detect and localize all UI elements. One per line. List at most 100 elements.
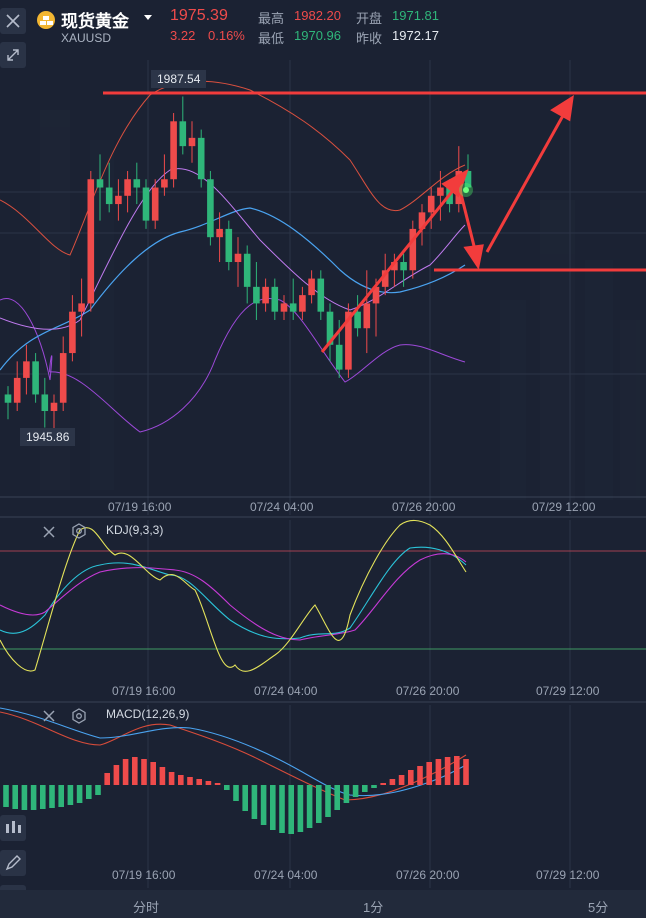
expand-chart-button[interactable] (0, 42, 26, 68)
macd-bar (30, 785, 37, 810)
candle-body (289, 303, 297, 312)
macd-bar (12, 785, 18, 809)
header: 现货黄金 XAUUSD 1975.39 3.22 0.16% 最高 1982.2… (0, 0, 646, 48)
indicator-button[interactable] (0, 815, 26, 841)
time-tick: 07/29 12:00 (536, 684, 600, 698)
low-value: 1970.96 (294, 28, 341, 43)
timeframe-bar (0, 890, 646, 918)
trend-arrows (320, 94, 574, 353)
macd-bar (279, 785, 285, 833)
macd-bar (224, 785, 230, 790)
draw-tool-button[interactable] (0, 850, 26, 876)
macd-bar (104, 773, 110, 785)
candle-body (363, 303, 371, 329)
close-indicator-icon[interactable] (41, 524, 57, 540)
candle-icon (6, 821, 21, 833)
candle-body (179, 121, 187, 147)
boll-lower-line (0, 297, 466, 433)
macd-bar (95, 785, 101, 795)
gold-icon (37, 11, 55, 29)
tab-timeshare[interactable]: 分时 (133, 900, 160, 915)
candle-body (78, 303, 85, 312)
tab-5min[interactable]: 5分 (588, 900, 609, 915)
macd-bar (214, 783, 221, 785)
settings-gear-icon[interactable] (71, 523, 87, 539)
candle-body (317, 278, 325, 312)
open-value: 1971.81 (392, 8, 439, 23)
instrument-name[interactable]: 现货黄金 (61, 12, 129, 31)
kdj-k-line (0, 546, 467, 640)
kdj-grid (147, 520, 571, 700)
high-label: 最高 (258, 11, 285, 26)
main-grid (0, 60, 646, 515)
macd-bar (435, 759, 442, 785)
macd-bar (3, 785, 9, 807)
candle-body (280, 303, 288, 312)
candle-body (308, 278, 315, 296)
candle-body (142, 187, 150, 221)
candle-body (345, 311, 352, 370)
candle-body (253, 286, 260, 304)
price-change-pct: 0.16% (208, 28, 245, 43)
macd-dif-line (0, 711, 467, 801)
kdj-j-line (0, 519, 467, 672)
macd-bar (444, 757, 451, 785)
macd-bar (417, 766, 423, 785)
macd-bar (251, 785, 258, 819)
macd-bar (270, 785, 276, 830)
macd-bar (389, 779, 396, 785)
macd-bar (362, 785, 368, 792)
candle-body (400, 262, 407, 271)
candle-body (96, 179, 104, 188)
kdj-d-line (0, 553, 467, 641)
macd-bar (316, 785, 322, 823)
macd-bar (306, 785, 313, 828)
settings-gear-icon[interactable] (71, 708, 87, 724)
macd-bar (58, 785, 64, 807)
macd-bar (463, 759, 469, 785)
macd-bar (141, 759, 147, 785)
candle-body (115, 195, 122, 205)
candle-body (151, 187, 159, 221)
prev-close-label: 昨收 (356, 31, 383, 46)
macd-histogram (3, 756, 469, 834)
time-tick: 07/29 12:00 (532, 500, 596, 514)
candle-body (464, 170, 472, 188)
tab-1min[interactable]: 1分 (363, 900, 384, 915)
candle-body (23, 361, 30, 378)
macd-bar (40, 785, 46, 809)
macd-bar (380, 783, 386, 785)
macd-bar (205, 781, 212, 785)
high-value: 1982.20 (294, 8, 341, 23)
min-price-label: 1945.86 (20, 428, 76, 446)
close-indicator-icon[interactable] (41, 708, 57, 724)
macd-bar (178, 775, 184, 785)
macd-bar (49, 785, 55, 808)
macd-bar (343, 785, 350, 803)
close-chart-button[interactable] (0, 8, 26, 34)
close-icon (6, 14, 20, 28)
macd-bar (325, 785, 331, 817)
prev-close-value: 1972.17 (392, 28, 439, 43)
macd-bar (113, 765, 120, 785)
time-tick: 07/19 16:00 (112, 868, 176, 882)
candle-body (381, 270, 389, 287)
candle-body (87, 179, 95, 304)
dropdown-caret-icon[interactable] (143, 14, 153, 22)
time-tick: 07/26 20:00 (392, 500, 456, 514)
candle-body (243, 253, 251, 287)
macd-bar (122, 759, 129, 785)
macd-bar (426, 762, 432, 785)
candle-body (124, 179, 131, 196)
candle-body (170, 121, 177, 180)
macd-bar (398, 775, 405, 785)
macd-bar (288, 785, 294, 834)
instrument-symbol: XAUUSD (61, 31, 112, 45)
pencil-icon (5, 855, 21, 871)
time-tick: 07/26 20:00 (396, 684, 460, 698)
max-price-label: 1987.54 (151, 70, 207, 88)
candle-body (32, 361, 39, 395)
price-change: 3.22 (170, 28, 196, 43)
candle-body (354, 311, 361, 329)
